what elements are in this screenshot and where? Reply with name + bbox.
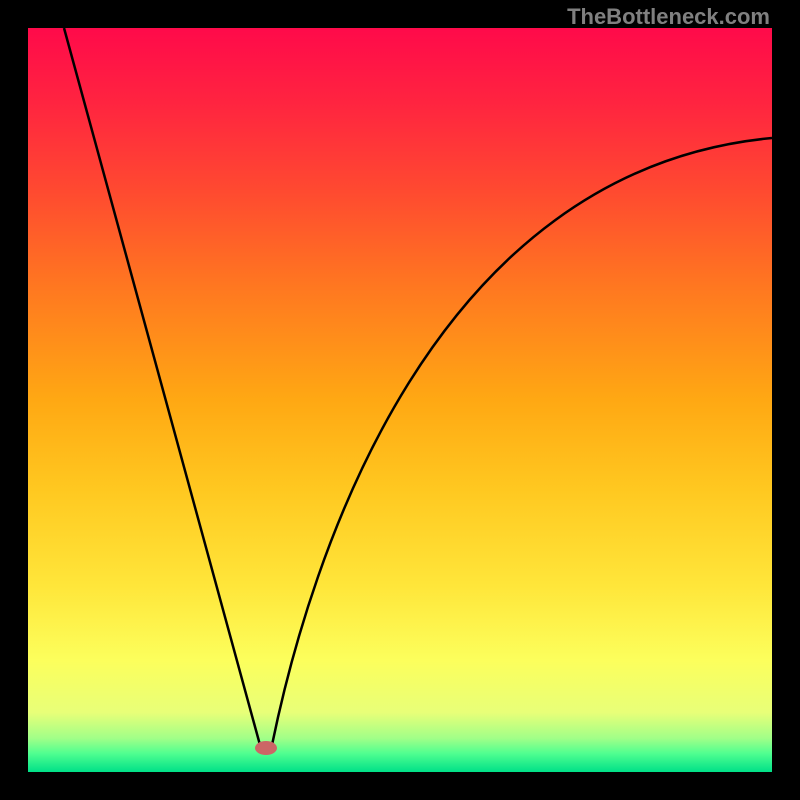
curve-right-branch (272, 138, 772, 745)
watermark-text: TheBottleneck.com (567, 4, 770, 30)
curve-layer (0, 0, 800, 800)
chart-container: TheBottleneck.com (0, 0, 800, 800)
minimum-marker (253, 739, 279, 757)
curve-left-branch (64, 28, 260, 745)
